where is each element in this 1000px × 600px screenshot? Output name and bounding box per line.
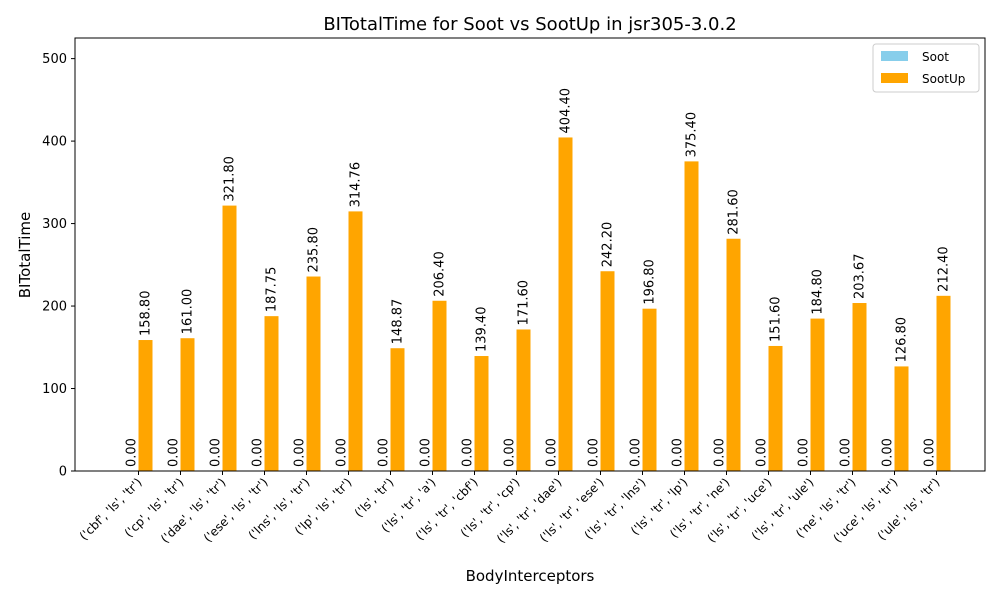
value-label-soot-12: 0.00 xyxy=(629,438,644,467)
value-label-soot-16: 0.00 xyxy=(797,438,812,467)
bar-sootup-12 xyxy=(642,308,657,471)
value-label-sootup-13: 375.40 xyxy=(685,112,700,158)
legend: Soot SootUp xyxy=(872,43,980,93)
bar-sootup-13 xyxy=(684,161,699,471)
value-label-soot-4: 0.00 xyxy=(293,438,308,467)
value-label-sootup-5: 314.76 xyxy=(349,162,364,208)
value-label-soot-8: 0.00 xyxy=(461,438,476,467)
value-labels-group: 0.00 158.80 0.00 161.00 0.00 321.80 0.00 187.75… xyxy=(125,88,952,467)
value-label-sootup-16: 184.80 xyxy=(811,269,826,315)
value-label-soot-18: 0.00 xyxy=(881,438,896,467)
bar-sootup-14 xyxy=(726,238,741,471)
value-label-soot-13: 0.00 xyxy=(671,438,686,467)
value-label-soot-11: 0.00 xyxy=(587,438,602,467)
value-label-sootup-8: 139.40 xyxy=(475,307,490,353)
legend-swatch-sootup xyxy=(881,73,908,83)
bar-sootup-17 xyxy=(852,303,867,471)
value-label-soot-10: 0.00 xyxy=(545,438,560,467)
bar-sootup-7 xyxy=(432,300,447,471)
bar-sootup-3 xyxy=(264,316,279,471)
y-tick-label-5: 500 xyxy=(42,52,67,67)
x-axis-label: BodyInterceptors xyxy=(466,567,595,585)
value-label-sootup-7: 206.40 xyxy=(433,251,448,297)
bar-sootup-18 xyxy=(894,366,909,471)
bar-sootup-8 xyxy=(474,356,489,471)
y-tick-label-1: 100 xyxy=(42,382,67,397)
bar-sootup-5 xyxy=(348,211,363,471)
bar-sootup-16 xyxy=(810,318,825,471)
value-label-sootup-1: 161.00 xyxy=(181,289,196,335)
legend-label-soot: Soot xyxy=(922,50,949,64)
value-label-sootup-17: 203.67 xyxy=(853,254,868,300)
value-label-sootup-2: 321.80 xyxy=(223,156,238,202)
bar-sootup-1 xyxy=(180,338,195,471)
legend-swatch-soot xyxy=(881,51,908,61)
bar-sootup-2 xyxy=(222,205,237,471)
value-label-sootup-10: 404.40 xyxy=(559,88,574,134)
value-label-sootup-15: 151.60 xyxy=(769,296,784,342)
value-label-soot-19: 0.00 xyxy=(923,438,938,467)
y-axis-label: BITotalTime xyxy=(16,212,34,298)
y-tick-label-3: 300 xyxy=(42,217,67,232)
y-tick-label-0: 0 xyxy=(59,465,67,480)
value-label-sootup-4: 235.80 xyxy=(307,227,322,273)
bar-sootup-15 xyxy=(768,345,783,471)
value-label-sootup-3: 187.75 xyxy=(265,267,280,313)
value-label-soot-9: 0.00 xyxy=(503,438,518,467)
bar-sootup-9 xyxy=(516,329,531,471)
y-axis: 0 100 200 300 400 500 xyxy=(42,52,75,480)
value-label-soot-6: 0.00 xyxy=(377,438,392,467)
value-label-sootup-9: 171.60 xyxy=(517,280,532,326)
chart-title: BITotalTime for Soot vs SootUp in jsr305… xyxy=(323,14,736,35)
y-tick-label-4: 400 xyxy=(42,135,67,150)
legend-label-sootup: SootUp xyxy=(922,72,965,86)
value-label-sootup-11: 242.20 xyxy=(601,222,616,268)
value-label-soot-0: 0.00 xyxy=(125,438,140,467)
value-label-soot-14: 0.00 xyxy=(713,438,728,467)
x-axis: ('cbf', 'ls', 'tr')('cp', 'ls', 'tr')('d… xyxy=(77,471,943,546)
value-label-sootup-12: 196.80 xyxy=(643,259,658,305)
bars-group xyxy=(138,137,951,471)
value-label-sootup-18: 126.80 xyxy=(895,317,910,363)
plot-frame xyxy=(74,37,986,472)
value-label-sootup-6: 148.87 xyxy=(391,299,406,345)
bar-sootup-19 xyxy=(936,295,951,471)
value-label-sootup-0: 158.80 xyxy=(139,291,154,337)
bar-sootup-4 xyxy=(306,276,321,471)
value-label-sootup-19: 212.40 xyxy=(937,246,952,292)
y-tick-label-2: 200 xyxy=(42,300,67,315)
value-label-soot-3: 0.00 xyxy=(251,438,266,467)
bar-sootup-11 xyxy=(600,271,615,471)
value-label-sootup-14: 281.60 xyxy=(727,189,742,235)
value-label-soot-17: 0.00 xyxy=(839,438,854,467)
value-label-soot-7: 0.00 xyxy=(419,438,434,467)
bar-sootup-0 xyxy=(138,340,153,471)
value-label-soot-1: 0.00 xyxy=(167,438,182,467)
bar-sootup-10 xyxy=(558,137,573,471)
value-label-soot-2: 0.00 xyxy=(209,438,224,467)
value-label-soot-5: 0.00 xyxy=(335,438,350,467)
bar-sootup-6 xyxy=(390,348,405,471)
value-label-soot-15: 0.00 xyxy=(755,438,770,467)
